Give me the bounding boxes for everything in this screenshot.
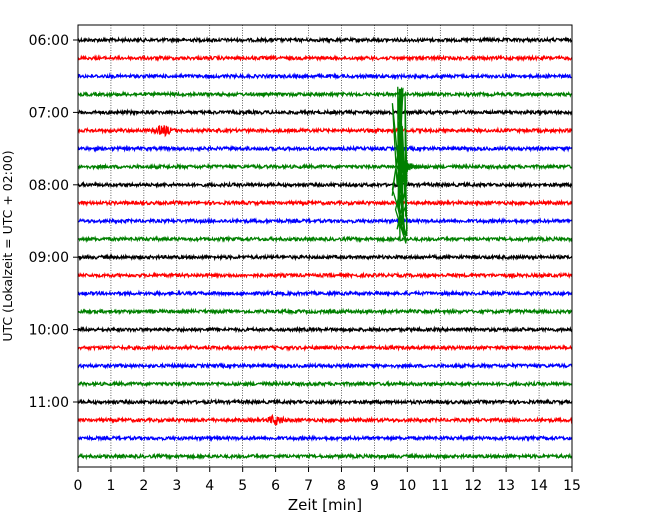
trace-0800 (77, 180, 573, 189)
trace-0745 (77, 158, 573, 173)
plot-frame (77, 24, 573, 468)
trace-1045 (77, 379, 573, 388)
trace-0730 (77, 144, 573, 153)
x-tick-label-9: 9 (370, 478, 379, 494)
trace-0930 (77, 289, 573, 298)
x-axis-label: Zeit [min] (288, 496, 362, 514)
minute-grid (110, 25, 540, 467)
trace-0845 (77, 234, 573, 244)
trace-1145 (77, 452, 573, 461)
event-coda-0745 (400, 153, 428, 176)
trace-0645 (77, 90, 573, 99)
x-tick-label-6: 6 (271, 478, 280, 494)
trace-1115 (77, 413, 573, 426)
trace-1000 (77, 325, 573, 334)
y-tick-label-1100: 11:00 (29, 395, 69, 411)
y-tick-label-0700: 07:00 (29, 105, 69, 121)
x-tick-label-2: 2 (139, 478, 148, 494)
x-tick-label-12: 12 (464, 478, 482, 494)
y-tick-label-0600: 06:00 (29, 33, 69, 49)
trace-0715 (77, 124, 573, 138)
y-tick-label-0900: 09:00 (29, 250, 69, 266)
trace-1030 (77, 361, 573, 370)
trace-0600 (77, 35, 573, 45)
y-tick-label-1000: 10:00 (29, 323, 69, 339)
x-tick-label-1: 1 (106, 478, 115, 494)
seismogram-traces (77, 35, 573, 461)
x-tick-label-15: 15 (563, 478, 581, 494)
trace-0815 (77, 198, 573, 207)
x-tick-label-3: 3 (172, 478, 181, 494)
trace-0915 (77, 271, 573, 280)
y-axis-label: UTC (Lokalzeit = UTC + 02:00) (0, 150, 15, 341)
trace-1130 (77, 434, 573, 443)
trace-0700 (77, 108, 573, 117)
x-tick-label-5: 5 (238, 478, 247, 494)
y-axis-ticks: 06:00 07:00 08:00 09:00 10:00 11:00 (29, 33, 78, 411)
x-tick-label-11: 11 (431, 478, 449, 494)
trace-0630 (77, 72, 573, 81)
trace-0615 (77, 54, 573, 63)
x-tick-label-8: 8 (337, 478, 346, 494)
x-tick-label-13: 13 (497, 478, 515, 494)
y-tick-label-0800: 08:00 (29, 178, 69, 194)
trace-1015 (77, 343, 573, 352)
trace-0830 (77, 216, 573, 226)
trace-0900 (77, 253, 573, 262)
x-axis-ticks: 0 1 2 3 4 5 6 7 8 9 10 11 12 13 14 15 (74, 467, 581, 494)
x-tick-label-14: 14 (530, 478, 548, 494)
trace-0945 (77, 307, 573, 316)
x-tick-label-10: 10 (398, 478, 416, 494)
event-spike-0745 (391, 86, 408, 244)
x-tick-label-4: 4 (205, 478, 214, 494)
x-tick-label-7: 7 (304, 478, 313, 494)
trace-1100 (77, 398, 573, 407)
x-tick-label-0: 0 (74, 478, 83, 494)
